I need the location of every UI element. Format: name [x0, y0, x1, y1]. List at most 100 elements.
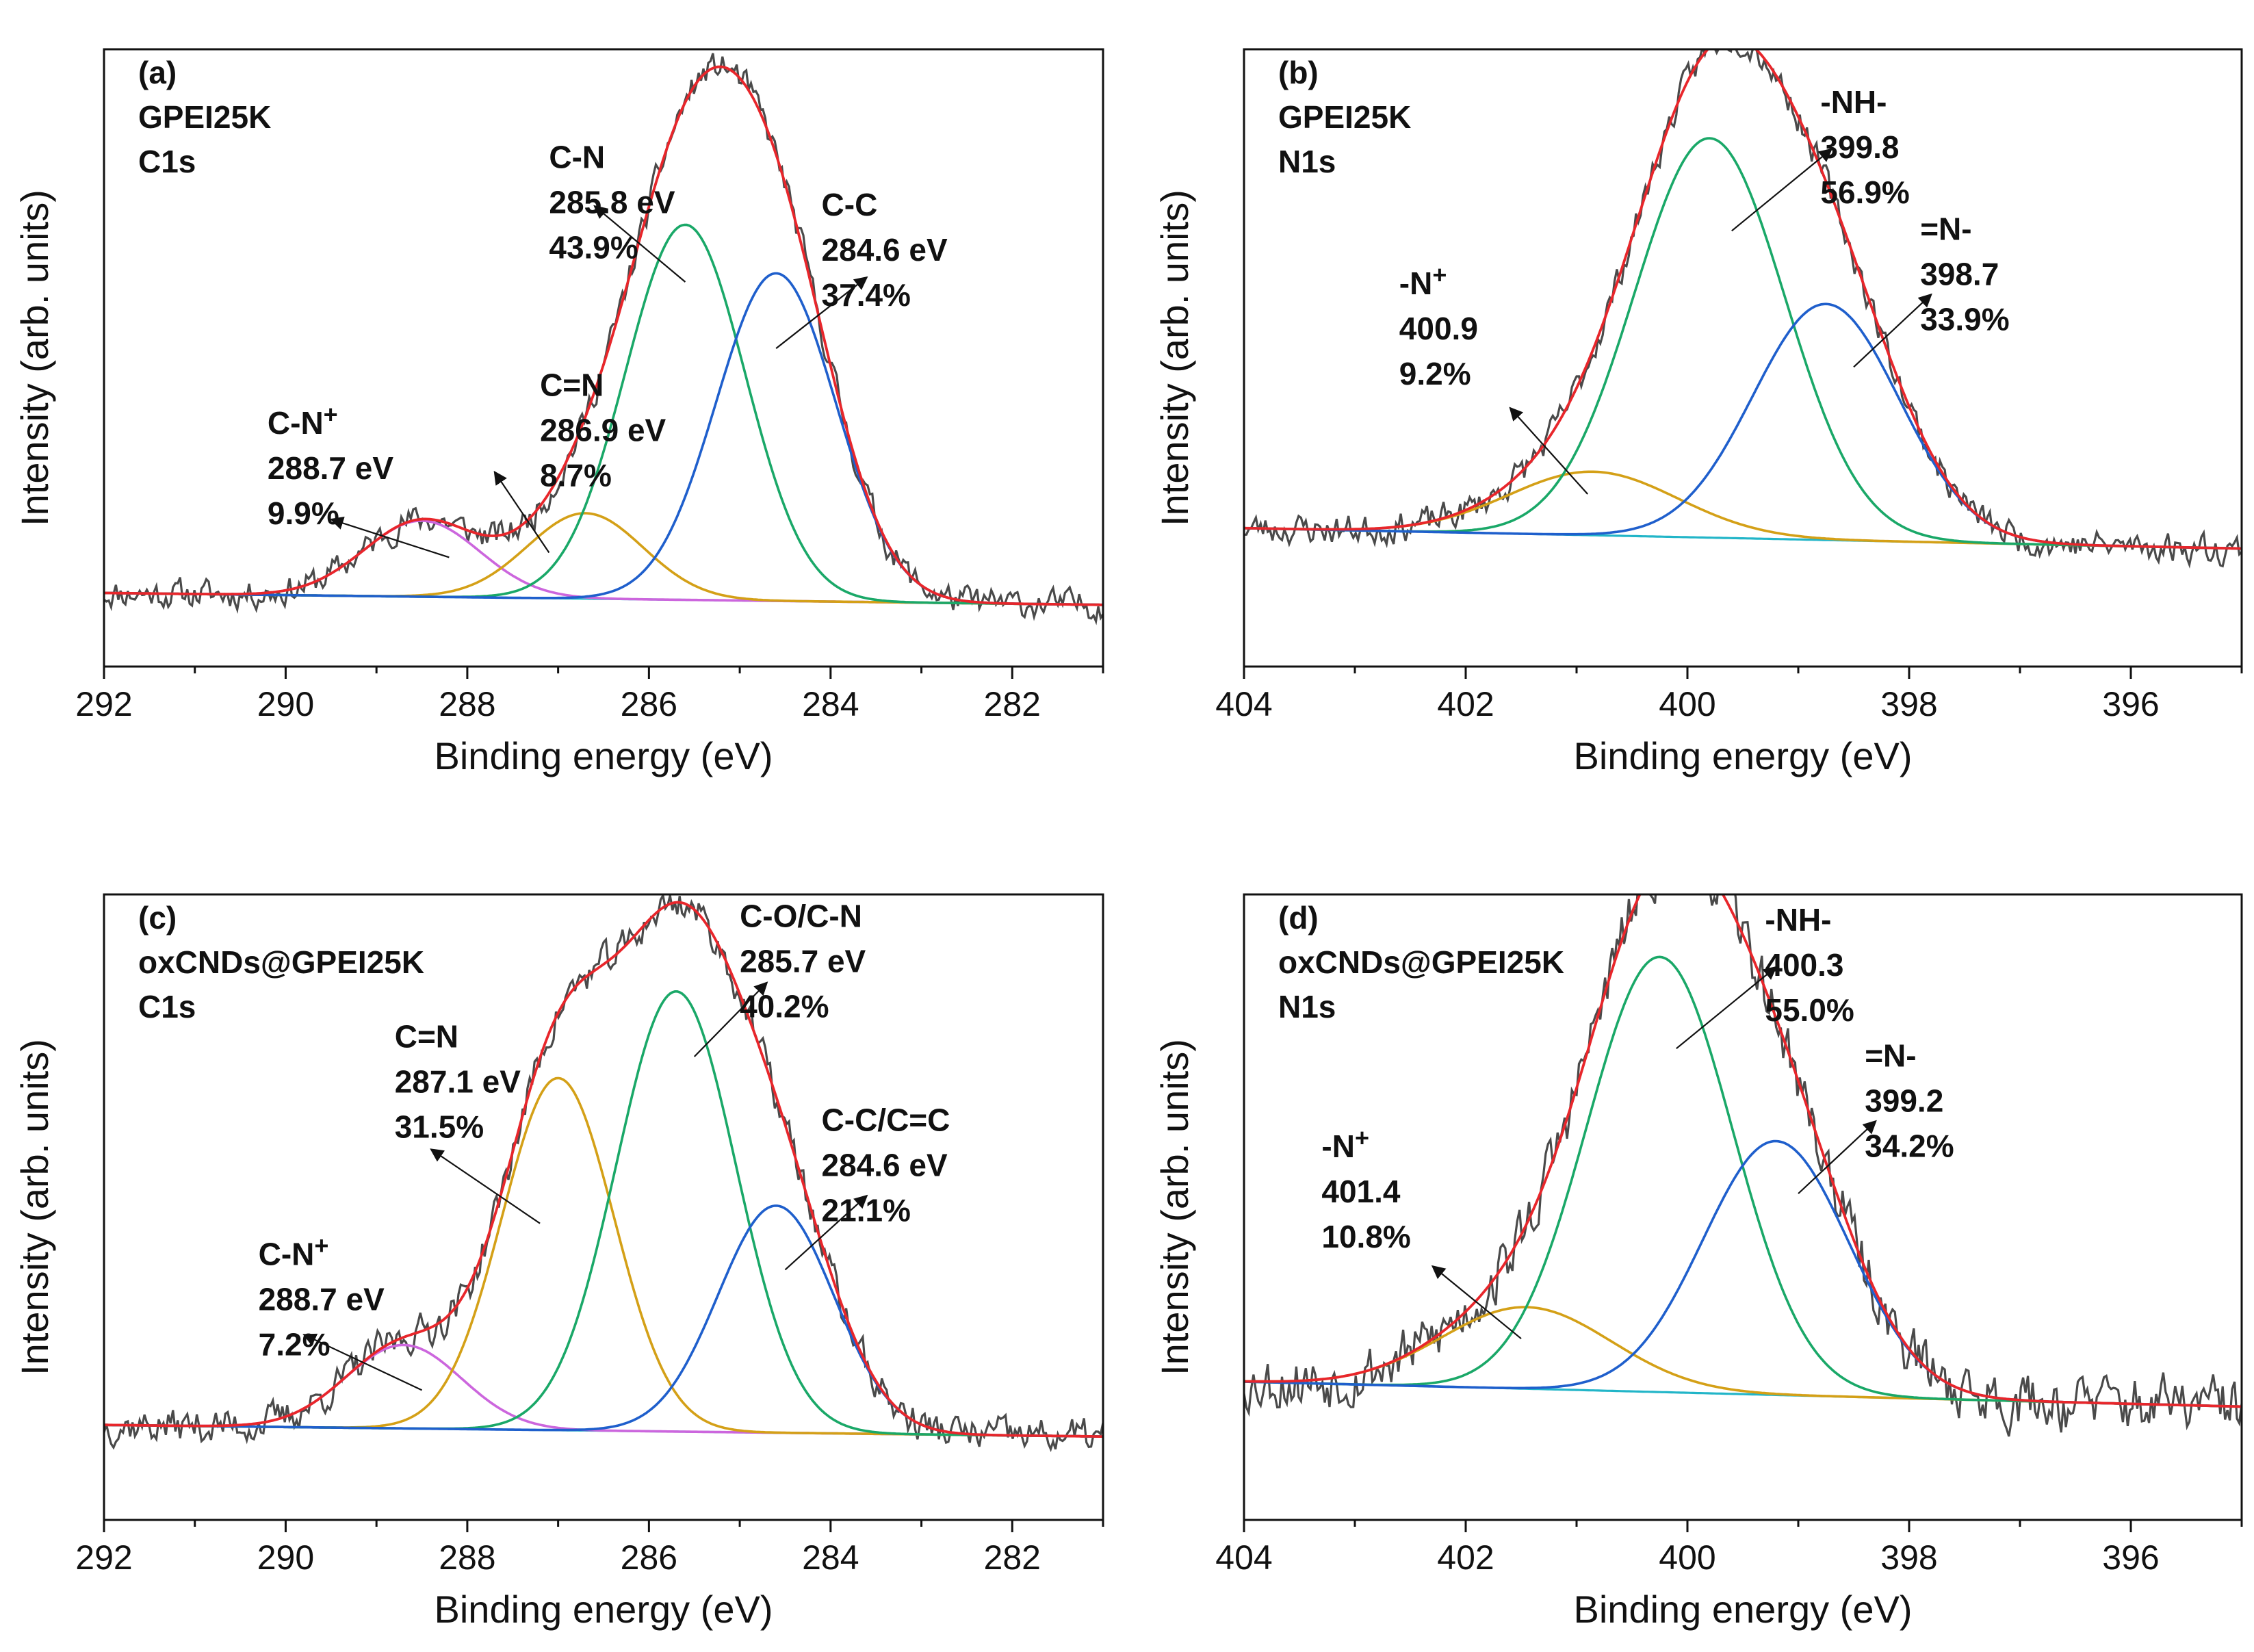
superscript-charge: + [1355, 1124, 1369, 1152]
panel-label: (d) [1278, 900, 1319, 935]
plot-area [104, 53, 1103, 625]
peak-component-line [104, 1076, 1103, 1438]
peak-annotation-label: 37.4% [822, 277, 911, 313]
annotation-arrow [593, 205, 686, 283]
peak-annotation-label: C-N [549, 139, 605, 175]
peak-component-line [1244, 302, 2242, 550]
x-tick-label: 400 [1659, 1538, 1715, 1577]
peak-annotation-label: 9.9% [268, 495, 339, 531]
envelope-fit-line [1244, 49, 2242, 550]
panel-label: (b) [1278, 55, 1319, 90]
peak-annotation-label: C-O/C-N [740, 898, 862, 933]
peak-annotation-label: 288.7 eV [259, 1282, 385, 1317]
peak-annotation-label: 56.9% [1820, 175, 1909, 210]
x-tick-label: 288 [439, 685, 495, 723]
x-tick-label: 398 [1880, 1538, 1937, 1577]
peak-annotation-label: 7.2% [259, 1327, 331, 1363]
peak-annotation-label: C=N [395, 1018, 458, 1054]
region-label: N1s [1278, 144, 1336, 179]
peak-component-line [104, 519, 1103, 606]
peak-annotation-label: =N- [1865, 1038, 1916, 1074]
panel-label: (c) [138, 900, 177, 935]
x-tick-label: 292 [75, 685, 132, 723]
plot-area [104, 894, 1103, 1452]
peak-annotation-label: 55.0% [1765, 992, 1854, 1028]
peak-annotation-label: 399.2 [1865, 1083, 1943, 1119]
superscript-charge: + [324, 400, 338, 428]
y-axis-title: Intensity (arb. units) [13, 190, 56, 526]
x-axis-title: Binding energy (eV) [435, 734, 773, 777]
region-label: C1s [138, 989, 196, 1024]
plot-area [1244, 894, 2242, 1437]
annotation-arrow [1731, 148, 1833, 232]
envelope-fit-line [1244, 894, 2242, 1408]
envelope-fit-line [104, 65, 1103, 606]
peak-component-line [104, 1204, 1103, 1438]
peak-component-line [104, 990, 1103, 1438]
x-axis-title: Binding energy (eV) [1574, 1588, 1913, 1631]
peak-annotation-label: 285.8 eV [549, 184, 675, 220]
panel-d: 404 402 400 398 396 Binding energy (eV) Intens… [1153, 893, 2243, 1631]
axes-frame [1243, 48, 2243, 668]
annotation-arrow [1853, 293, 1932, 368]
plot-area [1244, 49, 2242, 569]
raw-spectrum-line [104, 894, 1103, 1452]
peak-annotation-label: 401.4 [1321, 1174, 1401, 1209]
peak-annotation-label: C-C/C=C [822, 1102, 950, 1137]
annotation-arrow [329, 516, 450, 558]
region-label: N1s [1278, 989, 1336, 1024]
peak-annotation-label: -NH- [1765, 902, 1831, 938]
envelope-fit-line [104, 901, 1103, 1438]
x-tick-label: 282 [984, 685, 1041, 723]
superscript-charge: + [1432, 261, 1447, 289]
peak-annotation-label: C-N+ [268, 400, 338, 441]
axes-frame [1243, 893, 2243, 1521]
x-tick-label: 396 [2102, 685, 2159, 723]
x-tick-label: 400 [1659, 685, 1715, 723]
peak-annotation-label: 284.6 eV [822, 232, 948, 268]
peak-annotation-label: 31.5% [395, 1109, 484, 1144]
superscript-charge: + [314, 1232, 328, 1260]
peak-annotation-label: 400.9 [1399, 311, 1478, 346]
sample-name: GPEI25K [1278, 99, 1411, 135]
peak-annotation-label: -N+ [1321, 1124, 1369, 1164]
panel-a: 292 290 288 286 284 282 Binding energy (eV) Int… [13, 48, 1104, 777]
peak-component-line [1244, 137, 2242, 550]
annotation-arrow [1676, 966, 1778, 1050]
peak-annotation-label: 400.3 [1765, 947, 1843, 983]
x-tick-label: 402 [1437, 1538, 1494, 1577]
x-tick-label: 286 [621, 685, 677, 723]
peak-annotation-label: 43.9% [549, 229, 638, 265]
peak-component-line [104, 512, 1103, 606]
annotation-arrow [1798, 1120, 1877, 1194]
annotation-arrow [784, 1194, 868, 1271]
region-label: C1s [138, 144, 196, 179]
panel-b: 404 402 400 398 396 Binding energy (eV) Intens… [1153, 48, 2243, 777]
panel-c: 292 290 288 286 284 282 Binding energy (eV) Int… [13, 893, 1104, 1631]
x-axis-title: Binding energy (eV) [435, 1588, 773, 1631]
peak-annotation-label: 284.6 eV [822, 1147, 948, 1183]
peak-annotation-label: 40.2% [740, 988, 829, 1024]
raw-spectrum-line [104, 53, 1103, 625]
peak-annotation-label: 8.7% [540, 458, 612, 493]
x-tick-label: 402 [1437, 685, 1494, 723]
x-tick-label: 290 [257, 685, 314, 723]
x-tick-label: 404 [1215, 685, 1272, 723]
annotation-arrow [693, 981, 768, 1057]
peak-annotation-label: C-C [822, 187, 878, 222]
peak-annotation-label: 285.7 eV [740, 943, 866, 979]
annotation-arrow [430, 1148, 541, 1224]
y-axis-title: Intensity (arb. units) [1153, 1039, 1196, 1376]
peak-annotation-label: 10.8% [1321, 1219, 1410, 1254]
annotation-arrow [493, 470, 550, 554]
x-tick-label: 286 [621, 1538, 677, 1577]
peak-annotation-label: 34.2% [1865, 1128, 1954, 1164]
peak-annotation-label: -N+ [1399, 261, 1447, 301]
axes-frame [103, 48, 1104, 668]
peak-annotation-label: =N- [1920, 211, 1971, 247]
peak-annotation-label: -NH- [1820, 84, 1887, 120]
x-tick-label: 288 [439, 1538, 495, 1577]
peak-annotation-label: 286.9 eV [540, 413, 666, 448]
x-tick-label: 284 [802, 1538, 859, 1577]
